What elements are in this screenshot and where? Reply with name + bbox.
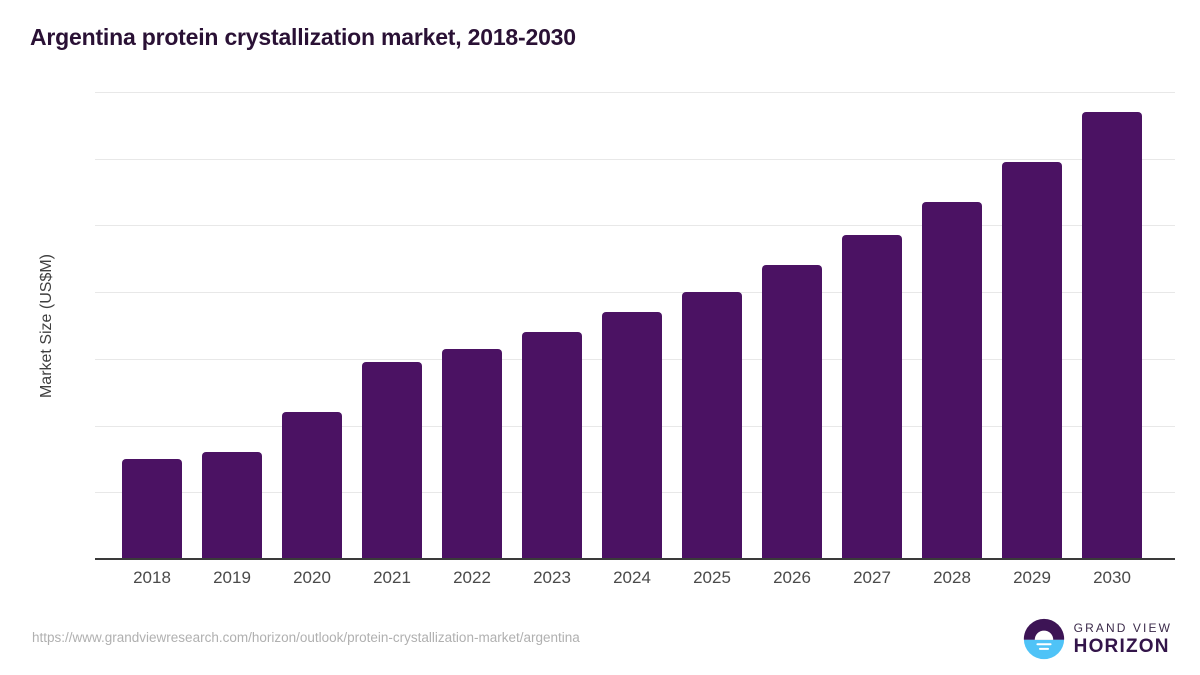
y-axis-title: Market Size (US$M) — [38, 253, 55, 398]
x-axis-tick-2025: 2025 — [693, 568, 731, 587]
bar-2018[interactable] — [122, 458, 182, 559]
bar-2026[interactable] — [762, 265, 822, 559]
x-axis-tick-2021: 2021 — [373, 568, 411, 587]
bar-2021[interactable] — [362, 362, 422, 559]
x-axis-tick-2019: 2019 — [213, 568, 251, 587]
bar-2025[interactable] — [682, 292, 742, 559]
x-axis-tick-2028: 2028 — [933, 568, 971, 587]
bar-2019[interactable] — [202, 452, 262, 559]
brand-logo: GRAND VIEW HORIZON — [1023, 618, 1172, 660]
logo-text-horizon: HORIZON — [1073, 636, 1170, 657]
horizon-logo-icon — [1023, 618, 1064, 660]
gridline — [95, 292, 1175, 294]
x-axis-line — [95, 558, 1175, 560]
bar-2029[interactable] — [1002, 162, 1062, 559]
gridline — [95, 158, 1175, 160]
plot-area: Market Size (US$M) 02468101214 — [38, 92, 1175, 559]
source-url[interactable]: https://www.grandviewresearch.com/horizo… — [32, 630, 580, 645]
x-axis-tick-2020: 2020 — [293, 568, 331, 587]
x-axis-tick-2024: 2024 — [613, 568, 651, 587]
bar-2022[interactable] — [442, 348, 502, 559]
bar-2020[interactable] — [282, 412, 342, 559]
logo-wordmark: GRAND VIEW HORIZON — [1074, 622, 1172, 656]
x-axis-tick-2026: 2026 — [773, 568, 811, 587]
gridline — [95, 225, 1175, 227]
bar-2023[interactable] — [522, 332, 582, 559]
x-axis-tick-2018: 2018 — [133, 568, 171, 587]
x-axis-tick-2030: 2030 — [1093, 568, 1131, 587]
x-axis-tick-2027: 2027 — [853, 568, 891, 587]
x-axis-tick-2023: 2023 — [533, 568, 571, 587]
page-title: Argentina protein crystallization market… — [30, 24, 576, 50]
bar-2024[interactable] — [602, 312, 662, 559]
x-axis-tick-2022: 2022 — [453, 568, 491, 587]
bar-2030[interactable] — [1082, 112, 1142, 559]
bar-2027[interactable] — [842, 235, 902, 559]
x-axis-tick-2029: 2029 — [1013, 568, 1051, 587]
bar-2028[interactable] — [922, 202, 982, 559]
logo-text-grand-view: GRAND VIEW — [1073, 621, 1172, 635]
gridline — [95, 92, 1175, 93]
